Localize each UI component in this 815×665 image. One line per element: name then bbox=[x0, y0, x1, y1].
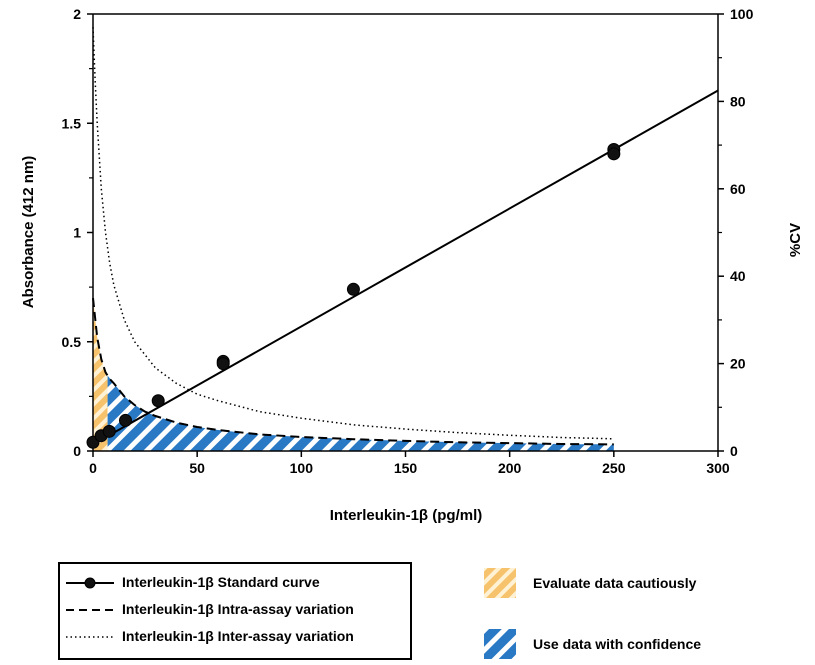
standard-curve-swatch bbox=[66, 577, 114, 589]
x-tick-label: 250 bbox=[602, 460, 626, 476]
standard-curve-point bbox=[216, 357, 230, 371]
zone-label-caution: Evaluate data cautiously bbox=[533, 575, 697, 591]
y-tick-label: 1 bbox=[73, 225, 81, 241]
y-tick-label: 1.5 bbox=[62, 115, 82, 131]
legend-item-standard-curve: Interleukin-1β Standard curve bbox=[60, 572, 410, 594]
y2-tick-label: 0 bbox=[730, 443, 738, 459]
standard-curve-line bbox=[92, 89, 719, 446]
y-axis-title: Absorbance (412 nm) bbox=[20, 156, 37, 309]
confidence-swatch bbox=[484, 629, 516, 659]
inter-assay-swatch bbox=[66, 636, 114, 638]
intra-assay-swatch bbox=[66, 609, 114, 611]
zone-label-confidence: Use data with confidence bbox=[533, 636, 702, 652]
intra-assay-curve bbox=[92, 297, 614, 446]
y2-tick-label: 100 bbox=[730, 6, 754, 22]
standard-curve-point bbox=[346, 282, 360, 296]
zone-confidence-area bbox=[107, 375, 614, 451]
zone-caution-area bbox=[93, 298, 108, 451]
x-tick-label: 200 bbox=[498, 460, 522, 476]
x-tick-label: 0 bbox=[89, 460, 97, 476]
x-axis-title: Interleukin-1β (pg/ml) bbox=[330, 507, 483, 524]
x-tick-label: 50 bbox=[189, 460, 205, 476]
y2-tick-label: 80 bbox=[730, 93, 746, 109]
standard-curve-point bbox=[151, 394, 165, 408]
points-layer bbox=[86, 142, 621, 449]
legend-label-intra-assay: Interleukin-1β Intra-assay variation bbox=[122, 601, 354, 617]
standard-curve-point bbox=[607, 147, 621, 161]
zone-legend-confidence: Use data with confidence bbox=[483, 628, 783, 662]
y2-tick-label: 60 bbox=[730, 181, 746, 197]
y2-tick-label: 20 bbox=[730, 356, 746, 372]
inter-assay-curve bbox=[92, 27, 614, 440]
standard-curve-point bbox=[119, 413, 132, 427]
x-tick-label: 300 bbox=[706, 460, 730, 476]
lines-layer bbox=[92, 27, 719, 446]
legend-label-standard-curve: Interleukin-1β Standard curve bbox=[122, 574, 320, 590]
y2-tick-label: 40 bbox=[730, 268, 746, 284]
y2-axis-title: %CV bbox=[787, 223, 804, 257]
legend-item-inter-assay: Interleukin-1β Inter-assay variation bbox=[60, 626, 410, 648]
series-legend: Interleukin-1β Standard curve Interleuki… bbox=[58, 562, 412, 660]
x-tick-label: 150 bbox=[394, 460, 418, 476]
legend-label-inter-assay: Interleukin-1β Inter-assay variation bbox=[122, 628, 354, 644]
y-tick-label: 0 bbox=[73, 443, 81, 459]
standard-curve-point bbox=[102, 424, 116, 438]
y-tick-label: 2 bbox=[73, 6, 81, 22]
y-tick-label: 0.5 bbox=[62, 334, 82, 350]
legend-item-intra-assay: Interleukin-1β Intra-assay variation bbox=[60, 599, 410, 621]
caution-swatch bbox=[484, 568, 516, 598]
zones-layer bbox=[93, 298, 614, 451]
zone-legend-caution: Evaluate data cautiously bbox=[483, 567, 783, 601]
x-tick-label: 100 bbox=[290, 460, 314, 476]
